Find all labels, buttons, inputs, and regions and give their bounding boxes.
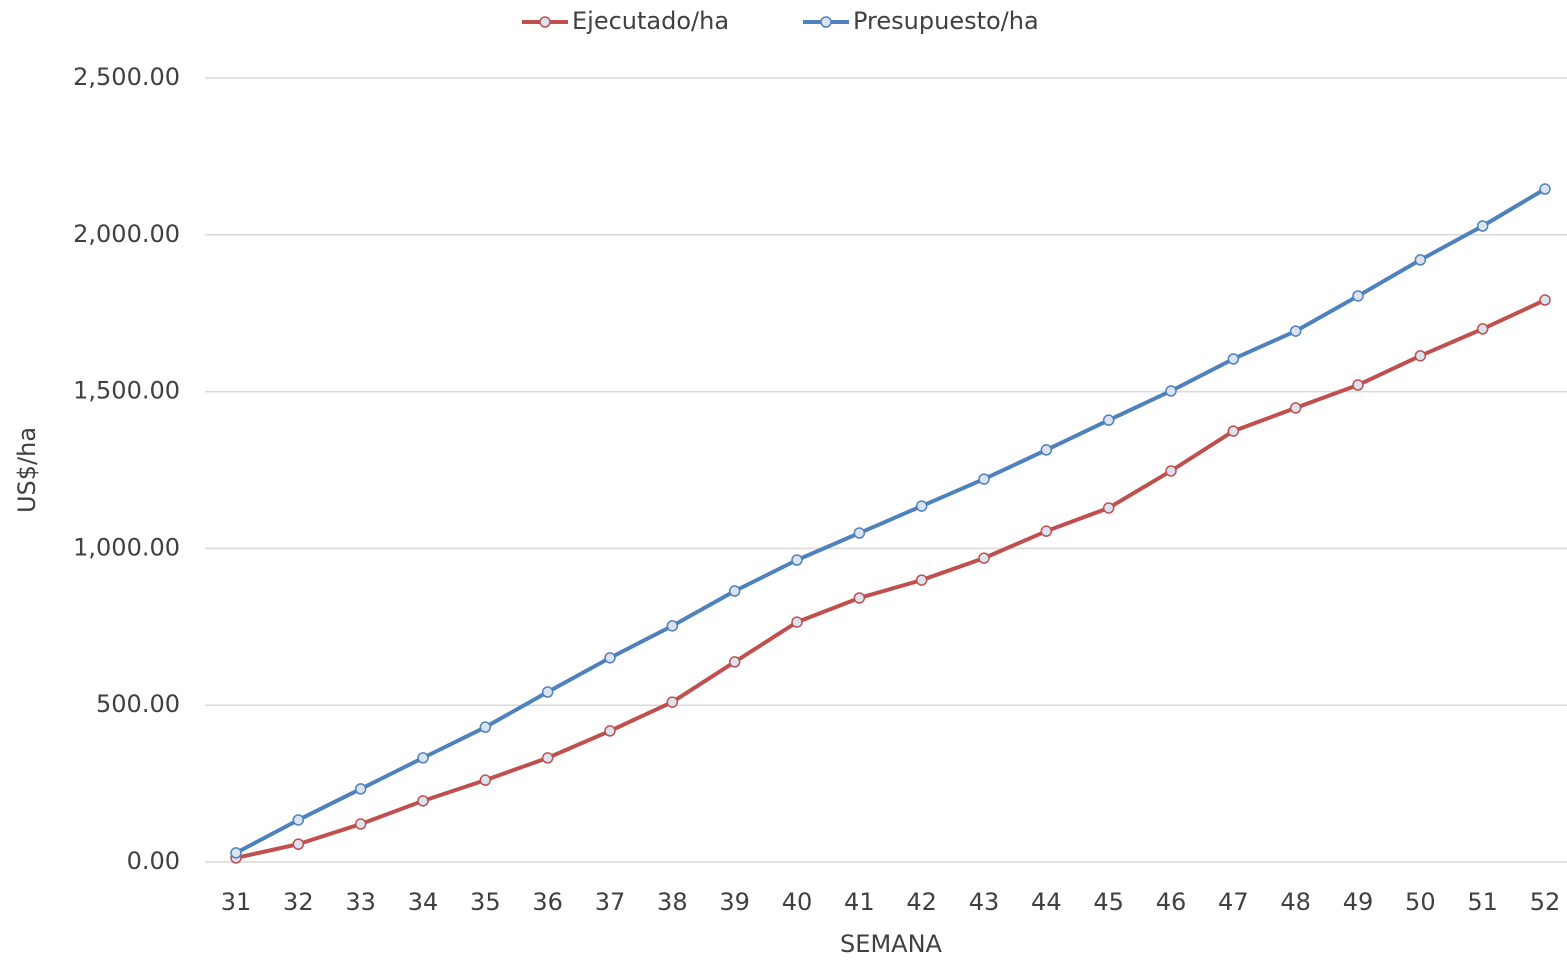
point [915,500,928,512]
point [791,616,803,628]
legend-label: Ejecutado/ha [572,7,729,35]
y-tick-label: 1,500.00 [73,377,180,405]
x-tick-label: 43 [969,888,1000,916]
x-tick-label: 38 [657,888,688,916]
point [1102,414,1115,426]
point [978,473,990,485]
point [1476,323,1489,335]
x-tick-label: 40 [782,888,813,916]
point [354,818,367,830]
point [1539,294,1551,306]
point [1289,325,1302,337]
point [978,552,990,564]
point [604,652,616,664]
point [728,585,741,597]
x-tick-label: 31 [221,888,252,916]
x-tick-label: 49 [1343,888,1374,916]
y-tick-label: 2,500.00 [73,63,180,91]
x-tick-label: 35 [470,888,501,916]
x-axis-label: SEMANA [840,930,942,958]
x-tick-label: 47 [1218,888,1249,916]
point [853,592,866,604]
point [354,783,367,795]
y-tick-label: 2,000.00 [73,220,180,248]
x-tick-label: 37 [595,888,626,916]
x-tick-label: 44 [1031,888,1062,916]
point [1040,444,1053,456]
point [1352,379,1364,391]
x-tick-label: 48 [1280,888,1311,916]
x-tick-label: 39 [719,888,750,916]
y-axis-label: US$/ha [13,427,41,513]
point [728,656,741,668]
x-tick-label: 36 [532,888,563,916]
series-line [235,187,1547,855]
point [479,721,492,733]
point [479,774,492,786]
point [1414,254,1427,266]
x-tick-label: 45 [1093,888,1124,916]
x-tick-label: 51 [1467,888,1498,916]
legend-label: Presupuesto/ha [853,7,1039,35]
point [1165,385,1177,397]
point [1476,220,1489,232]
y-tick-label: 0.00 [127,847,180,875]
point [292,838,305,850]
x-tick-label: 42 [906,888,937,916]
point [1040,525,1053,537]
point [1414,350,1427,362]
point [1227,425,1240,437]
x-tick-label: 52 [1530,888,1561,916]
point [666,620,679,632]
point [1539,183,1551,195]
legend-marker [820,16,832,28]
point [1165,465,1177,477]
legend-marker [539,16,551,28]
y-tick-label: 1,000.00 [73,533,180,561]
point [915,574,928,586]
x-tick-label: 33 [345,888,376,916]
point [417,752,429,764]
x-tick-label: 32 [283,888,314,916]
point [791,554,803,566]
point [1352,290,1364,302]
point [417,795,429,807]
x-tick-label: 46 [1156,888,1187,916]
point [541,752,554,764]
x-tick-label: 50 [1405,888,1436,916]
point [666,696,679,708]
point [1289,402,1302,414]
point [230,847,242,859]
point [1102,502,1115,514]
point [1227,353,1240,365]
point [541,686,554,698]
series-line [235,298,1546,860]
point [292,814,305,826]
point [604,725,616,737]
point [853,527,866,539]
x-tick-label: 41 [844,888,875,916]
x-tick-label: 34 [408,888,439,916]
y-tick-label: 500.00 [96,690,180,718]
